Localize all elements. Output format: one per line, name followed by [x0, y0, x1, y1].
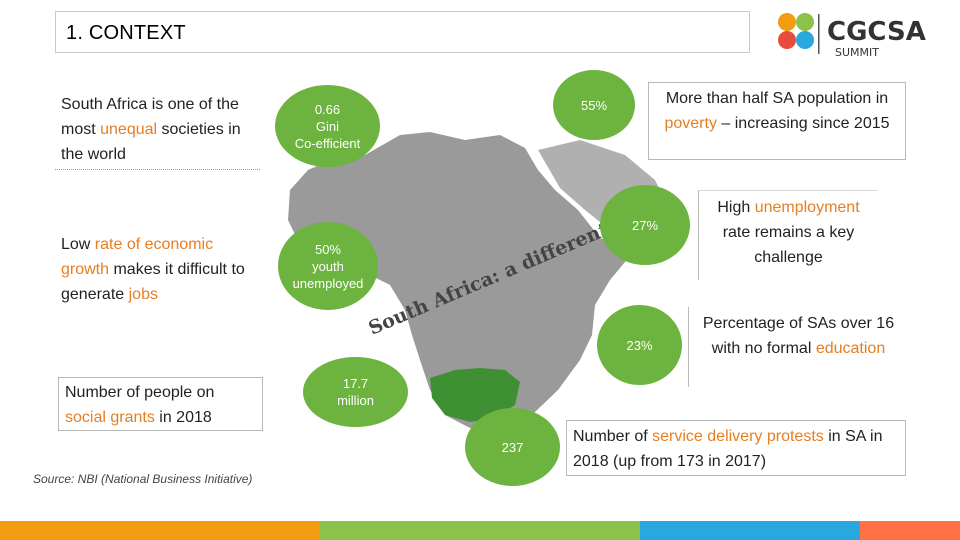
gini-label: Gini — [315, 118, 340, 134]
bar-segment-red — [860, 521, 960, 540]
unemployment-text-b: rate remains a key challenge — [722, 224, 855, 266]
youth-value: 50% — [314, 241, 341, 257]
poverty-bubble: 55% — [553, 70, 635, 140]
south-africa-highlight — [430, 368, 520, 422]
bar-segment-orange — [0, 521, 320, 540]
cgcsa-logo: CGCSA SUMMIT — [778, 13, 926, 58]
protests-bubble: 237 — [465, 408, 560, 486]
source-note: Source: NBI (National Business Initiativ… — [33, 472, 253, 486]
poverty-value: 55% — [580, 97, 608, 113]
growth-text-a: Low — [61, 236, 95, 253]
education-text-a: Percentage of SAs over 16 with no formal — [702, 315, 895, 357]
grants-bubble: 17.7 million — [303, 357, 408, 427]
grants-text-b: in 2018 — [154, 409, 212, 426]
unemployment-text-a: High — [717, 199, 755, 216]
growth-box: Low rate of economic growth makes it dif… — [55, 230, 260, 335]
jobs-highlight: jobs — [128, 286, 158, 303]
bar-segment-blue — [640, 521, 860, 540]
grants-highlight: social grants — [65, 409, 155, 426]
youth-bubble: 50% youth unemployed — [278, 222, 378, 310]
poverty-highlight: poverty — [664, 115, 717, 132]
logo-brand: CGCSA — [827, 17, 926, 47]
youth-sub: unemployed — [292, 275, 364, 291]
unequal-highlight: unequal — [100, 121, 158, 138]
unemployment-value: 27% — [631, 217, 659, 233]
protests-text-a: Number of — [573, 428, 653, 445]
education-box: Percentage of SAs over 16 with no formal… — [688, 307, 908, 387]
unemployment-box: High unemployment rate remains a key cha… — [698, 190, 878, 280]
poverty-text-b: – increasing since 2015 — [716, 115, 890, 132]
logo-sub: SUMMIT — [835, 46, 879, 58]
bar-segment-green — [320, 521, 640, 540]
growth-highlight: rate of economic growth — [61, 236, 214, 278]
youth-label: youth — [312, 258, 344, 274]
page-title: 1. CONTEXT — [66, 22, 186, 44]
africa-silhouette — [288, 132, 635, 428]
grants-box: Number of people on social grants in 201… — [58, 377, 263, 431]
protests-text-b: in SA in 2018 (up from 173 in 2017) — [573, 428, 883, 470]
title-box: 1. CONTEXT — [55, 11, 750, 53]
education-highlight: education — [815, 340, 886, 357]
growth-text-b: makes it difficult to generate — [61, 261, 245, 303]
poverty-box: More than half SA population in poverty … — [648, 82, 906, 160]
gini-value: 0.66 — [314, 101, 341, 117]
unemployment-bubble: 27% — [600, 185, 690, 265]
poverty-text-a: More than half SA population in — [665, 90, 889, 107]
protests-value: 237 — [501, 439, 524, 455]
education-bubble: 23% — [597, 305, 682, 385]
protests-highlight: service delivery protests — [652, 428, 824, 445]
protests-box: Number of service delivery protests in S… — [566, 420, 906, 476]
grants-text-a: Number of people on — [65, 384, 215, 401]
education-value: 23% — [626, 337, 653, 353]
grants-bubble-value: 17.7 — [342, 376, 369, 391]
unequal-text-b: societies in the world — [61, 121, 241, 163]
bottom-color-bar — [0, 521, 960, 540]
unequal-box: South Africa is one of the most unequal … — [55, 90, 260, 170]
grants-bubble-unit: million — [337, 393, 374, 408]
gini-bubble: 0.66 Gini Co-efficient — [275, 85, 380, 167]
unemployment-highlight: unemployment — [754, 199, 860, 216]
gini-sub: Co-efficient — [294, 135, 361, 151]
unequal-text-a: South Africa is one of the most — [61, 96, 239, 138]
